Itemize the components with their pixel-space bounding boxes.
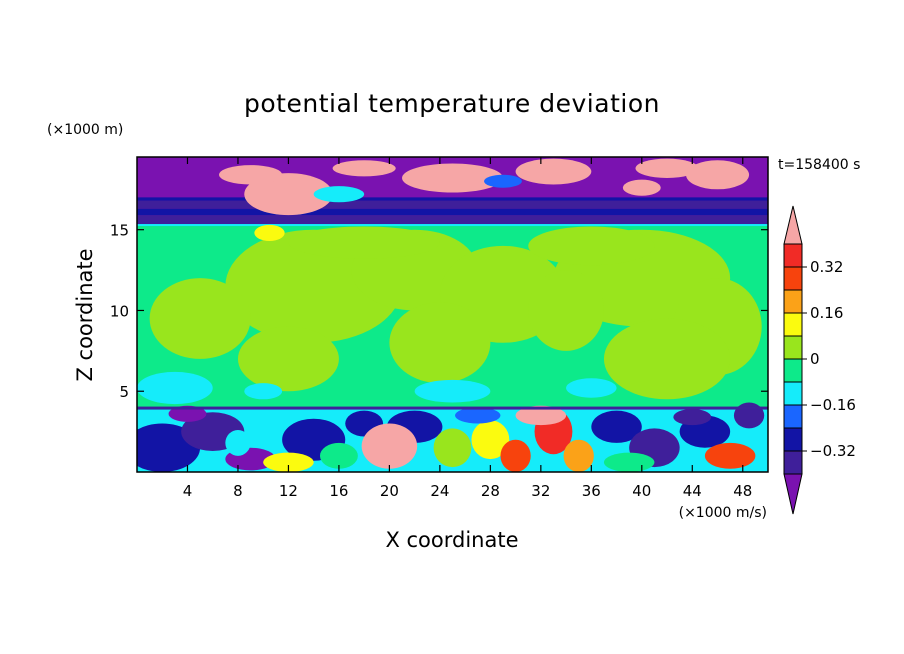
colorbar-box (783, 335, 803, 360)
colorbar-box (783, 404, 803, 429)
x-tick-label: 28 (481, 482, 500, 500)
x-tick-label: 24 (430, 482, 449, 500)
contour-patch (566, 378, 617, 398)
boundary-band (137, 406, 768, 410)
colorbar: 0.32 0.16 0 −0.16 −0.32 (783, 205, 856, 515)
upper-band (137, 208, 768, 216)
y-tick-label: 10 (110, 302, 129, 320)
contour-patch (591, 410, 642, 443)
y-axis-unit: (×1000 m) (47, 122, 123, 138)
contour-patch (244, 383, 283, 400)
contour-patch (603, 318, 731, 400)
x-tick-label: 20 (380, 482, 399, 500)
colorbar-tick-label: −0.16 (810, 396, 856, 414)
colorbar-box (783, 427, 803, 452)
colorbar-tick-label: 0.32 (810, 258, 843, 276)
contour-patch (414, 379, 491, 403)
contour-patch (528, 270, 604, 351)
x-tick-label: 16 (329, 482, 348, 500)
contour-patch (484, 174, 522, 188)
contour-patch (237, 326, 339, 392)
contour-patch (733, 402, 765, 429)
contour-patch (168, 405, 207, 422)
time-label: t=158400 s (778, 157, 860, 173)
contour-patch (622, 179, 661, 196)
x-tick-label: 40 (632, 482, 651, 500)
contour-patch (219, 165, 283, 185)
contour-patch (225, 430, 251, 456)
x-axis: 4 8 12 16 20 24 28 32 36 40 44 48 (183, 157, 752, 500)
contour-patch (603, 452, 655, 472)
contour-patch (137, 371, 213, 405)
contour-patch (402, 163, 503, 193)
y-tick-label: 5 (119, 383, 129, 401)
x-tick-label: 36 (582, 482, 601, 500)
plot-area (137, 157, 768, 472)
colorbar-box (783, 381, 803, 406)
colorbar-box (783, 450, 803, 475)
colorbar-box (783, 266, 803, 291)
contour-patch (319, 442, 358, 469)
x-axis-label: X coordinate (385, 528, 518, 552)
contour-patch (563, 439, 594, 472)
x-tick-label: 12 (279, 482, 298, 500)
contour-patch (313, 186, 365, 203)
colorbar-extend-top (783, 205, 803, 245)
tropopause-line (137, 224, 768, 227)
upper-band (137, 200, 768, 209)
x-tick-label: 8 (233, 482, 243, 500)
x-tick-label: 4 (183, 482, 193, 500)
colorbar-tick-label: 0 (810, 350, 820, 368)
contour-patch (704, 442, 756, 469)
contour-patch (244, 173, 333, 216)
contour-patch (288, 226, 440, 259)
y-axis: 5 10 15 (110, 222, 768, 401)
contour-patch (149, 278, 251, 359)
contour-patches (137, 158, 768, 472)
colorbar-box (783, 312, 803, 337)
y-tick-label: 15 (110, 222, 129, 240)
contour-patch (455, 407, 501, 424)
contour-patch (471, 420, 510, 460)
colorbar-box (783, 289, 803, 314)
contour-patch (361, 423, 418, 469)
contour-patch (263, 452, 314, 472)
colorbar-box (783, 243, 803, 268)
colorbar-tick-label: −0.32 (810, 442, 856, 460)
plot-frame (136, 156, 769, 473)
colorbar-extend-bottom (783, 473, 803, 515)
contour-patch (515, 405, 567, 426)
upper-band (137, 197, 768, 201)
contour-patch (528, 226, 655, 266)
contour-patch (673, 409, 712, 426)
contour-patch (685, 160, 750, 190)
contour-patch (500, 439, 531, 472)
x-tick-label: 32 (531, 482, 550, 500)
x-axis-unit: (×1000 m/s) (679, 505, 767, 521)
chart-title: potential temperature deviation (244, 89, 660, 118)
upper-band (137, 215, 768, 225)
contour-patch (389, 302, 491, 384)
contour-patch (515, 158, 592, 185)
x-tick-label: 48 (733, 482, 752, 500)
colorbar-tick-label: 0.16 (810, 304, 843, 322)
contour-patch (635, 158, 699, 178)
colorbar-box (783, 358, 803, 383)
contour-patch (254, 224, 285, 241)
contour-patch (433, 428, 472, 468)
y-axis-label: Z coordinate (73, 248, 97, 381)
contour-patch (332, 160, 396, 177)
x-tick-label: 44 (683, 482, 702, 500)
